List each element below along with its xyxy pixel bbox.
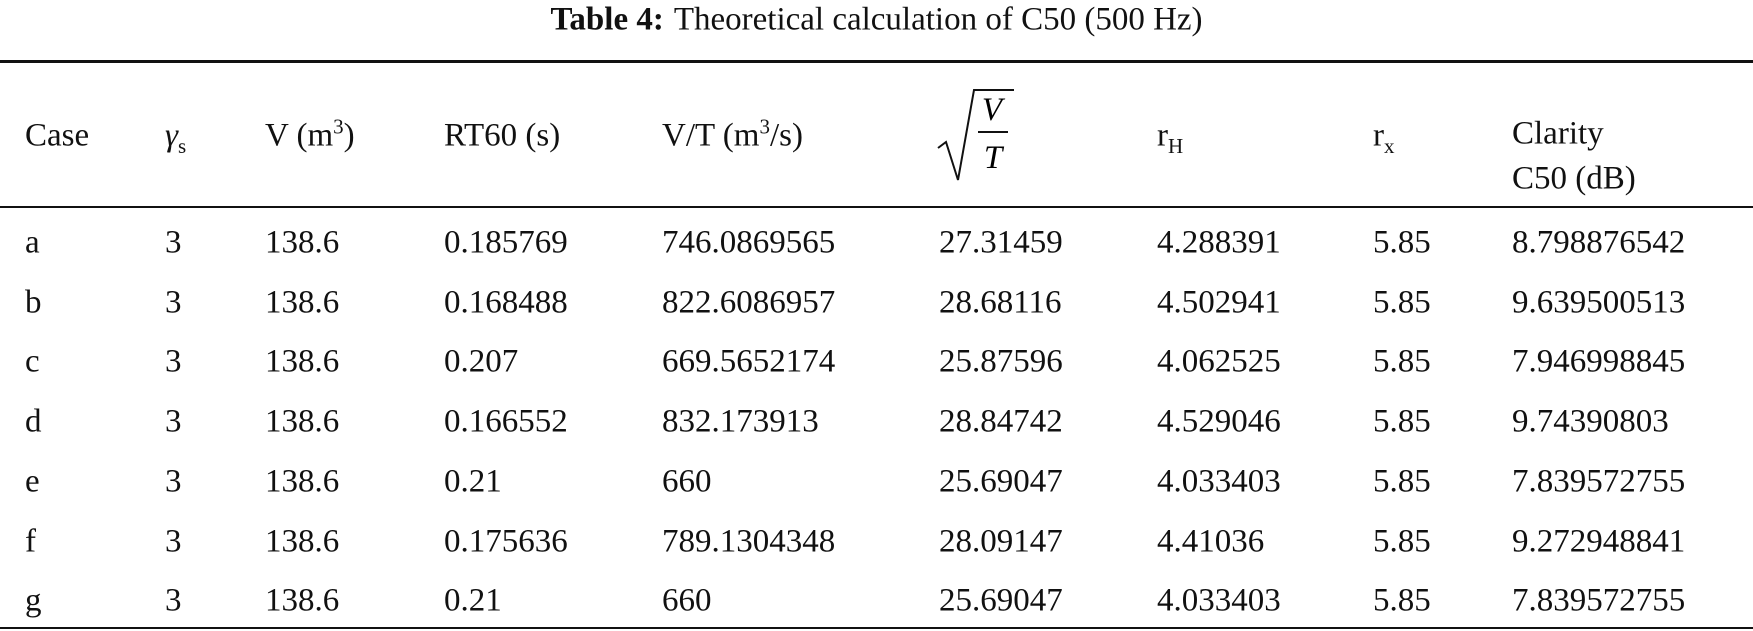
table-cell: 746.0869565: [662, 224, 836, 261]
table-cell: 660: [662, 463, 712, 500]
table-cell: 28.09147: [939, 523, 1063, 559]
table-cell: 4.062525: [1157, 343, 1281, 380]
header-sub: H: [1168, 134, 1184, 159]
table-cell: 9.74390803: [1512, 403, 1669, 440]
header-cell: C50 (dB): [1512, 160, 1636, 197]
table-cell: 5.85: [1373, 343, 1431, 380]
sqrt-header: V T: [937, 89, 1014, 181]
table-cell: 5.85: [1373, 523, 1431, 559]
table-cell: 7.839572755: [1512, 463, 1686, 500]
table-cell: 0.207: [444, 343, 519, 380]
table-cell: 0.168488: [444, 284, 568, 321]
table-cell: 28.68116: [939, 284, 1062, 321]
header-sub: s: [178, 134, 187, 159]
header-cell: rH: [1157, 117, 1183, 157]
table-cell: 3: [165, 284, 182, 321]
header-cell: γs: [165, 117, 186, 157]
header-cell: V/T (m3/s): [662, 116, 803, 154]
header-cell: Case: [25, 117, 90, 154]
table-cell: 5.85: [1373, 463, 1431, 500]
row-label: d: [25, 403, 42, 440]
table-cell: 9.272948841: [1512, 523, 1686, 559]
header-text: /s): [769, 117, 803, 154]
table-cell: 4.033403: [1157, 582, 1281, 619]
table-cell: 138.6: [265, 284, 340, 321]
title-label: Table 4:: [550, 1, 664, 38]
table-cell: 138.6: [265, 224, 340, 261]
radical-sign: [937, 89, 1014, 181]
table-cell: 832.173913: [662, 403, 819, 440]
row-label: e: [25, 463, 40, 500]
header-sup: 3: [333, 114, 344, 139]
table-cell: 3: [165, 224, 182, 261]
table-cell: 0.185769: [444, 224, 568, 261]
header-cell: Clarity: [1512, 115, 1604, 152]
header-cell: rx: [1373, 117, 1395, 157]
table-cell: 669.5652174: [662, 343, 836, 380]
table-cell: 7.839572755: [1512, 582, 1686, 619]
table-cell: 138.6: [265, 343, 340, 380]
header-rule: [0, 206, 1753, 208]
table-cell: 8.798876542: [1512, 224, 1686, 261]
row-label: f: [25, 523, 36, 559]
header-symbol: r: [1157, 117, 1168, 154]
table-cell: 3: [165, 403, 182, 440]
table-cell: 822.6086957: [662, 284, 836, 321]
table-cell: 5.85: [1373, 284, 1431, 321]
table-cell: 138.6: [265, 582, 340, 619]
header-text: V (m: [265, 117, 334, 154]
table-cell: 7.946998845: [1512, 343, 1686, 380]
table-cell: 25.69047: [939, 463, 1063, 500]
table-cell: 4.502941: [1157, 284, 1281, 321]
table-cell: 660: [662, 582, 712, 619]
table-cell: 4.41036: [1157, 523, 1265, 559]
table-cell: 3: [165, 582, 182, 619]
header-sup: 3: [759, 114, 770, 139]
row-label: b: [25, 284, 42, 321]
table-cell: 0.166552: [444, 403, 568, 440]
table-cell: 4.033403: [1157, 463, 1281, 500]
fraction-numerator: V: [982, 92, 1006, 128]
table-cell: 138.6: [265, 403, 340, 440]
header-cell: RT60 (s): [444, 117, 561, 154]
table-cell: 5.85: [1373, 224, 1431, 261]
table-cell: 28.84742: [939, 403, 1063, 440]
row-label: g: [25, 582, 42, 619]
header-text: ): [343, 117, 355, 154]
bottom-rule: [0, 627, 1753, 629]
table-cell: 138.6: [265, 463, 340, 500]
table-cell: 3: [165, 463, 182, 500]
table-cell: 27.31459: [939, 224, 1063, 261]
table-cell: 4.288391: [1157, 224, 1281, 261]
header-cell: V (m3): [265, 116, 355, 154]
table-title: Table 4: Theoretical calculation of C50 (…: [0, 1, 1753, 38]
table-cell: 0.21: [444, 463, 502, 500]
table-cell: 3: [165, 523, 182, 559]
fraction-denominator: T: [984, 140, 1005, 176]
table-cell: 9.639500513: [1512, 284, 1686, 321]
title-text: Theoretical calculation of C50 (500 Hz): [673, 1, 1203, 38]
header-text: V/T (m: [662, 117, 760, 154]
table-cell: 5.85: [1373, 403, 1431, 440]
table-cell: 0.21: [444, 582, 502, 619]
top-rule: [0, 60, 1753, 63]
row-label: a: [25, 224, 40, 261]
table-cell: 25.87596: [939, 343, 1063, 380]
table-cell: 789.1304348: [662, 523, 836, 559]
table-cell: 3: [165, 343, 182, 380]
header-symbol: r: [1373, 117, 1384, 154]
header-sub: x: [1384, 134, 1395, 159]
row-label: c: [25, 343, 40, 380]
table-cell: 4.529046: [1157, 403, 1281, 440]
header-symbol: γ: [165, 117, 179, 154]
table-cell: 138.6: [265, 523, 340, 559]
table-cell: 0.175636: [444, 523, 568, 559]
table-cell: 25.69047: [939, 582, 1063, 619]
table-cell: 5.85: [1373, 582, 1431, 619]
